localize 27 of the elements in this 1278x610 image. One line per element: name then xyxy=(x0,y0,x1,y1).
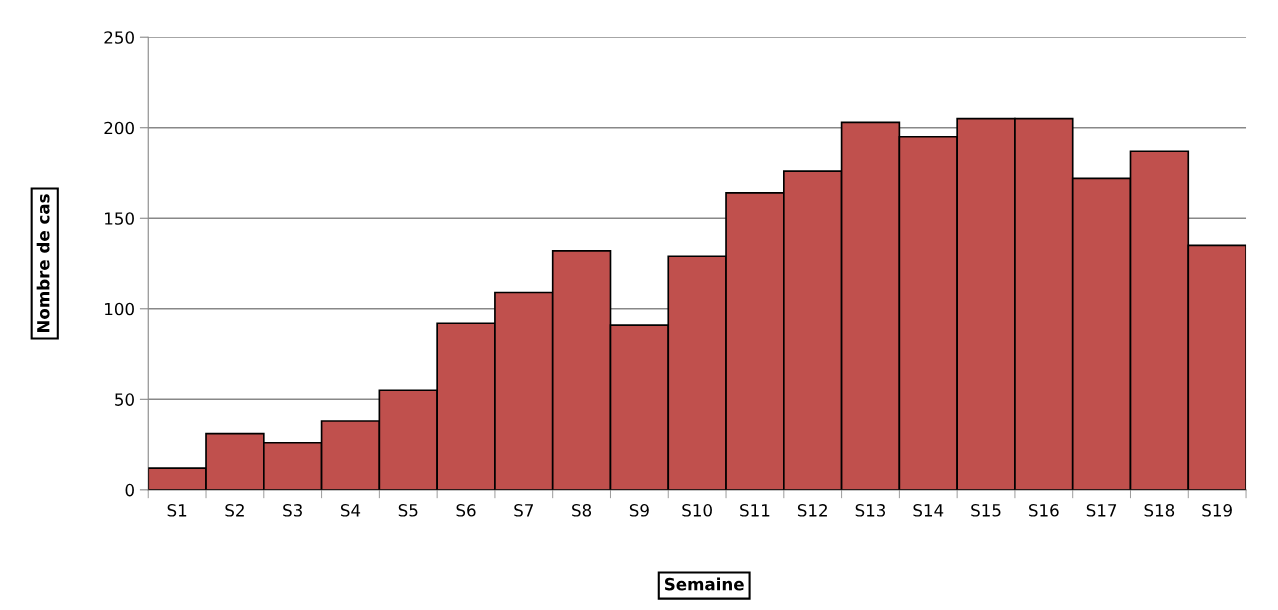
y-axis-title: Nombre de cas xyxy=(36,194,50,333)
x-tick-label: S15 xyxy=(971,504,1001,517)
x-tick-label: S11 xyxy=(740,504,770,517)
x-tick-label: S1 xyxy=(167,504,187,517)
x-tick-label: S4 xyxy=(340,504,361,517)
x-tick-label: S12 xyxy=(797,504,827,517)
x-tick-label: S9 xyxy=(629,504,649,517)
y-tick-label: 200 xyxy=(104,121,134,135)
x-tick-label: S19 xyxy=(1202,504,1232,517)
x-axis-title: Semaine xyxy=(664,577,744,591)
x-tick-label: S13 xyxy=(855,504,886,517)
y-tick-label: 150 xyxy=(105,212,134,225)
x-tick-label: S6 xyxy=(456,504,476,517)
x-tick-label: S10 xyxy=(682,504,712,517)
y-tick-label: 100 xyxy=(105,302,134,316)
y-tick-label: 250 xyxy=(104,31,134,44)
x-tick-label: S8 xyxy=(572,504,592,517)
y-tick-label: 0 xyxy=(125,483,134,497)
x-tick-label: S17 xyxy=(1086,504,1117,517)
x-tick-label: S5 xyxy=(398,504,418,517)
x-tick-label: S16 xyxy=(1029,504,1059,517)
x-tick-label: S3 xyxy=(283,504,302,517)
x-tick-label: S2 xyxy=(225,504,244,517)
y-tick-label: 50 xyxy=(115,393,134,406)
x-tick-label: S14 xyxy=(913,504,944,517)
x-tick-label: S18 xyxy=(1144,504,1175,517)
x-tick-label: S7 xyxy=(514,504,533,517)
